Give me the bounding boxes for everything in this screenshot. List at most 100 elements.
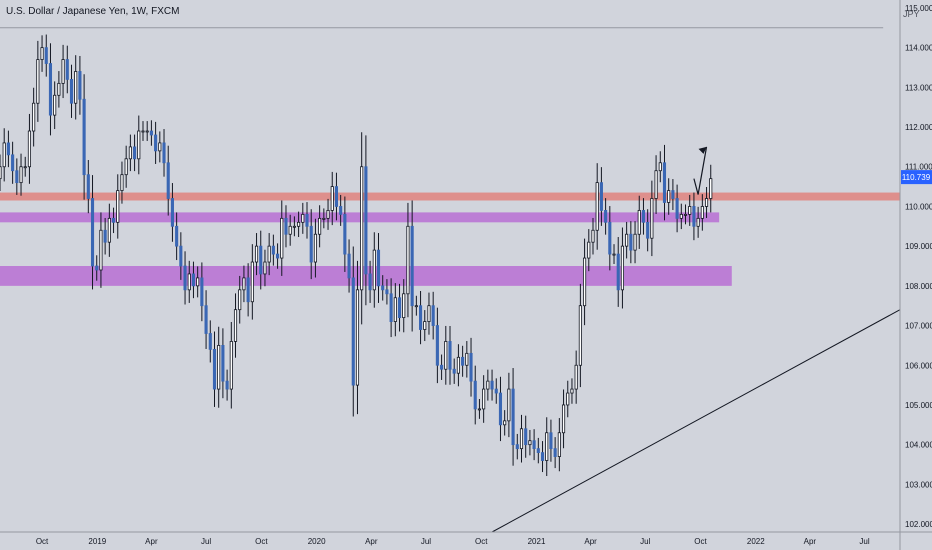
y-tick-label: 108.000: [905, 282, 932, 291]
candle-up: [158, 142, 162, 152]
candle-up: [267, 245, 271, 263]
last-price-label: 110.739: [902, 173, 931, 182]
candle-down: [154, 134, 158, 152]
candle-down: [629, 233, 633, 251]
candle-up: [700, 206, 704, 219]
candle-up: [427, 305, 431, 322]
y-tick-label: 111.000: [905, 163, 932, 172]
candle-up: [482, 388, 486, 410]
candle-down: [435, 325, 439, 366]
x-tick-label: Jul: [859, 537, 869, 546]
candle-up: [145, 130, 149, 133]
x-tick-label: Oct: [255, 537, 268, 546]
candle-up: [116, 190, 120, 223]
candle-up: [372, 249, 376, 291]
candle-up: [557, 432, 561, 457]
candle-down: [149, 130, 153, 136]
candle-down: [170, 198, 174, 227]
support-zone: [0, 212, 720, 223]
candle-up: [61, 59, 65, 84]
x-tick-label: 2022: [747, 537, 765, 546]
candle-up: [326, 210, 330, 219]
candle-down: [111, 217, 116, 223]
candle-up: [313, 233, 317, 263]
candles-layer: [0, 34, 713, 477]
candle-down: [410, 225, 414, 307]
candle-down: [166, 162, 170, 199]
candle-down: [385, 289, 389, 295]
candle-down: [536, 448, 540, 453]
candle-down: [532, 440, 536, 450]
candle-up: [414, 305, 418, 308]
x-tick-label: Oct: [36, 537, 49, 546]
x-tick-label: 2021: [528, 537, 546, 546]
x-tick-label: Apr: [584, 537, 597, 546]
candle-down: [204, 305, 208, 334]
x-tick-label: 2019: [88, 537, 106, 546]
x-tick-label: Jul: [421, 537, 431, 546]
candle-up: [36, 59, 40, 104]
resistance-zone: [0, 192, 900, 201]
candle-down: [15, 170, 19, 184]
candle-up: [679, 213, 683, 219]
candle-up: [688, 206, 692, 215]
candle-up: [406, 225, 410, 295]
candle-down: [78, 71, 82, 100]
candle-down: [339, 206, 343, 215]
candle-down: [662, 162, 667, 203]
candle-up: [545, 432, 549, 461]
candle-down: [191, 273, 196, 287]
candle-up: [40, 47, 44, 60]
candle-down: [641, 210, 646, 223]
candle-up: [477, 408, 481, 411]
candle-up: [486, 380, 490, 390]
candle-down: [69, 79, 74, 104]
candle-down: [540, 452, 545, 461]
currency-label: JPY: [903, 9, 920, 19]
candle-down: [616, 253, 620, 291]
candle-down: [6, 142, 10, 156]
candle-up: [27, 130, 31, 168]
candle-up: [250, 261, 254, 303]
candle-down: [675, 198, 679, 219]
candle-down: [65, 59, 69, 80]
candle-up: [292, 225, 296, 228]
candle-up: [423, 321, 427, 330]
candle-up: [318, 217, 322, 235]
candle-up: [574, 364, 578, 390]
candle-down: [259, 245, 263, 275]
candle-up: [625, 233, 629, 247]
candle-up: [570, 388, 574, 394]
candle-down: [376, 249, 381, 287]
candle-down: [397, 297, 402, 319]
candle-down: [221, 345, 225, 382]
candle-up: [587, 241, 591, 259]
x-tick-label: Jul: [201, 537, 211, 546]
candle-up: [578, 305, 582, 366]
chart-title: U.S. Dollar / Japanese Yen, 1W, FXCM: [6, 6, 180, 17]
candle-up: [187, 273, 191, 291]
candle-up: [683, 213, 688, 216]
candle-down: [364, 166, 368, 275]
candle-up: [217, 345, 221, 390]
candle-up: [23, 166, 27, 169]
candle-down: [490, 380, 494, 390]
candle-up: [141, 130, 145, 133]
candle-up: [57, 82, 61, 96]
arrow-head: [698, 146, 707, 154]
y-tick-label: 102.000: [905, 520, 932, 529]
candle-down: [309, 225, 313, 263]
candle-down: [305, 213, 309, 227]
candle-up: [566, 392, 570, 406]
candle-up: [263, 261, 267, 275]
candle-up: [280, 217, 284, 259]
candle-up: [53, 94, 57, 116]
last-price-tag: [901, 170, 932, 185]
candle-down: [419, 305, 423, 330]
candle-up: [704, 198, 709, 207]
candle-down: [179, 245, 183, 267]
candle-down: [494, 388, 498, 394]
candle-up: [99, 229, 103, 271]
